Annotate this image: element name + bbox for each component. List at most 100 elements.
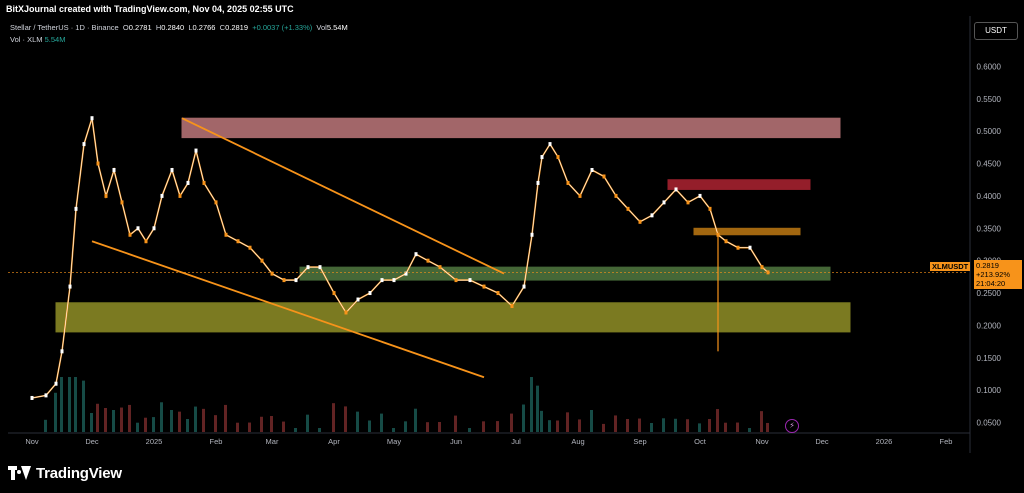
y-tick-4: 0.4000 [977, 192, 1002, 201]
price-point-30 [306, 265, 310, 270]
tradingview-logo-text: TradingView [36, 464, 122, 482]
price-point-49 [536, 180, 540, 185]
price-point-54 [578, 193, 582, 198]
price-point-42 [454, 278, 458, 283]
y-tick-11: 0.0500 [977, 419, 1002, 428]
price-point-19 [186, 180, 190, 185]
price-point-50 [540, 155, 544, 160]
y-tick-7: 0.2500 [977, 289, 1002, 298]
volume-bar-7 [90, 413, 93, 432]
price-point-56 [602, 174, 606, 179]
price-point-33 [344, 310, 348, 315]
zone-0 [181, 117, 841, 139]
x-tick-9: Aug [571, 437, 584, 446]
price-point-12 [128, 232, 132, 237]
price-point-6 [82, 142, 86, 147]
x-tick-8: Jul [511, 437, 521, 446]
price-tag-box: 0.2819 +213.92% 21:04:20 [974, 260, 1022, 289]
currency-button[interactable]: USDT [974, 22, 1018, 40]
volume-bar-47 [522, 404, 525, 432]
volume-bar-16 [160, 402, 163, 432]
volume-bar-45 [496, 421, 499, 432]
x-tick-1: Dec [85, 437, 99, 446]
volume-bar-65 [708, 419, 711, 432]
trendlines-layer [91, 117, 505, 379]
price-point-11 [120, 200, 124, 205]
volume2-value: 5.54M [44, 35, 66, 44]
change-value: +0.0037 (+1.33%) [252, 23, 313, 32]
x-tick-13: Dec [815, 437, 829, 446]
low-label: L [188, 23, 193, 32]
lightning-icon[interactable]: ⚡ [785, 419, 799, 433]
x-tick-11: Oct [694, 437, 707, 446]
x-tick-3: Feb [210, 437, 223, 446]
volume-bar-63 [686, 419, 689, 432]
credit-text: BitXJournal created with TradingView.com… [6, 4, 294, 14]
price-point-48 [530, 232, 534, 237]
volume-bar-37 [392, 428, 395, 432]
volume-bar-25 [248, 422, 251, 432]
price-point-59 [638, 219, 642, 224]
volume-bar-44 [482, 421, 485, 432]
price-tag-change: +213.92% [976, 270, 1010, 279]
price-point-2 [54, 381, 58, 386]
volume-bar-70 [760, 411, 763, 432]
volume-bar-3 [60, 377, 63, 432]
x-tick-7: Jun [450, 437, 462, 446]
symbol-legend: Stellar / TetherUS · 1D · Binance O0.278… [10, 23, 348, 32]
close-label: C [219, 23, 226, 32]
volume-bar-68 [736, 422, 739, 432]
open-label: O [122, 23, 129, 32]
volume-bar-64 [698, 423, 701, 432]
volume-bar-26 [260, 416, 263, 432]
tradingview-mark-icon [8, 466, 31, 480]
volume-bar-52 [556, 420, 559, 432]
x-tick-15: Feb [940, 437, 953, 446]
price-point-20 [194, 148, 198, 153]
price-tag-symbol: XLMUSDT [930, 262, 971, 271]
volume-bar-22 [214, 415, 217, 432]
price-point-39 [414, 252, 418, 257]
volume-bar-29 [294, 428, 297, 432]
price-point-17 [170, 168, 174, 172]
price-point-47 [522, 284, 526, 289]
volume-bar-30 [306, 414, 309, 432]
volume-bar-8 [96, 403, 99, 432]
volume-bar-12 [128, 404, 131, 432]
volume-bar-21 [202, 408, 205, 432]
volume-value: 5.54M [326, 23, 348, 32]
volume-bar-11 [120, 407, 123, 432]
x-tick-2: 2025 [146, 437, 163, 446]
price-point-16 [160, 193, 164, 198]
volume-bar-5 [74, 377, 77, 432]
volume-bar-66 [716, 409, 719, 432]
price-point-3 [60, 349, 64, 354]
low-value: 0.2766 [192, 23, 216, 32]
price-point-28 [282, 278, 286, 283]
x-tick-5: Apr [328, 437, 340, 446]
price-point-51 [548, 142, 552, 147]
price-point-9 [104, 193, 108, 198]
x-tick-10: Sep [633, 437, 646, 446]
price-point-27 [270, 271, 274, 276]
zone-2 [693, 227, 801, 236]
volume-legend: Vol · XLM 5.54M [10, 35, 65, 44]
volume-bar-46 [510, 413, 513, 432]
volume2-label[interactable]: Vol · XLM [10, 35, 43, 44]
volume-bar-40 [426, 422, 429, 432]
price-point-46 [510, 304, 514, 308]
price-point-32 [332, 291, 336, 296]
y-axis: 0.60000.55000.50000.45000.40000.35000.30… [977, 62, 1002, 427]
price-point-10 [112, 168, 116, 172]
price-point-14 [144, 239, 148, 244]
open-value: 0.2781 [128, 23, 152, 32]
price-point-7 [90, 116, 94, 121]
volume-bar-60 [650, 423, 653, 432]
volume-bar-42 [454, 415, 457, 432]
volume-bar-53 [566, 412, 569, 432]
symbol-name[interactable]: Stellar / TetherUS · 1D · Binance [10, 23, 119, 32]
zones-layer [55, 117, 851, 333]
volume-bar-18 [178, 411, 181, 432]
volume-bar-24 [236, 422, 239, 432]
